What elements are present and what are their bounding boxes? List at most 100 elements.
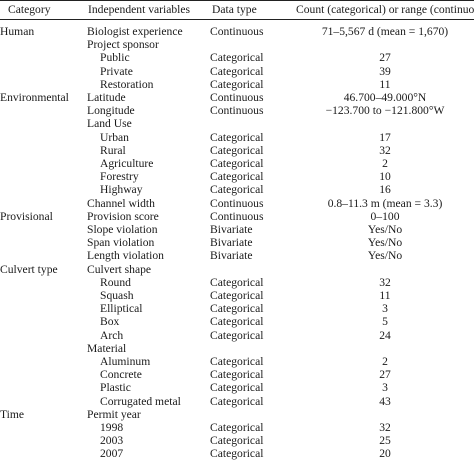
table-row: Time Permit year xyxy=(0,408,474,421)
cell-variable: 2003 xyxy=(100,434,124,448)
cell-count: 27 xyxy=(379,51,391,65)
cell-count: Yes/No xyxy=(367,249,403,263)
cell-count: 0–100 xyxy=(370,209,400,223)
cell-count: 27 xyxy=(379,368,391,382)
cell-variable: Elliptical xyxy=(100,302,143,316)
cell-variable: Forestry xyxy=(100,170,139,184)
cell-variable: Restoration xyxy=(100,77,154,91)
cell-variable: Span violation xyxy=(87,236,155,250)
cell-data-type: Categorical xyxy=(210,315,264,329)
table-row: Private Categorical 39 xyxy=(0,65,474,78)
cell-variable: Agriculture xyxy=(100,157,154,170)
cell-data-type: Categorical xyxy=(210,381,264,395)
cell-variable: 1998 xyxy=(100,421,124,434)
table-row: 2007 Categorical 20 xyxy=(0,447,474,460)
cell-count: 2 xyxy=(382,355,388,368)
cell-data-type: Categorical xyxy=(210,170,264,184)
cell-count: 20 xyxy=(379,447,391,460)
cell-variable: Land Use xyxy=(87,117,132,131)
table-row: Land Use xyxy=(0,117,474,130)
cell-count: 11 xyxy=(379,77,391,91)
cell-count: 3 xyxy=(382,302,388,316)
table-row: Corrugated metal Categorical 43 xyxy=(0,395,474,408)
cell-data-type: Categorical xyxy=(210,51,264,65)
cell-data-type: Continuous xyxy=(210,91,264,104)
cell-data-type: Continuous xyxy=(210,25,264,38)
cell-variable: Aluminum xyxy=(100,355,151,368)
cell-count: 32 xyxy=(379,275,391,289)
cell-variable: Material xyxy=(87,341,127,355)
cell-data-type: Categorical xyxy=(210,434,264,448)
cell-count: 46.700–49.000°N xyxy=(343,91,427,104)
table-row: Provisional Provision score Continuous 0–10… xyxy=(0,210,474,223)
cell-data-type: Categorical xyxy=(210,368,264,382)
header-count: Count (categorical) or range (continuous… xyxy=(296,3,474,16)
table-row: Arch Categorical 24 xyxy=(0,329,474,342)
cell-count: −123.700 to −121.800°W xyxy=(325,104,445,118)
cell-data-type: Bivariate xyxy=(210,249,253,263)
table-row: Longitude Continuous −123.700 to −121.800°… xyxy=(0,104,474,117)
cell-data-type: Continuous xyxy=(210,196,264,210)
table-row: Culvert type Culvert shape xyxy=(0,263,474,276)
cell-variable: 2007 xyxy=(100,447,124,460)
table-row: Concrete Categorical 27 xyxy=(0,368,474,381)
cell-variable: Squash xyxy=(100,289,134,302)
cell-data-type: Categorical xyxy=(210,157,264,170)
cell-category: Provisional xyxy=(0,209,53,223)
header-variable: Independent variables xyxy=(88,3,191,16)
cell-variable: Corrugated metal xyxy=(100,394,181,408)
cell-count: Yes/No xyxy=(367,236,403,250)
cell-variable: Concrete xyxy=(100,368,142,382)
table-row: Length violation Bivariate Yes/No xyxy=(0,249,474,262)
cell-count: 71–5,567 d (mean = 1,670) xyxy=(321,25,449,38)
table-row: Squash Categorical 11 xyxy=(0,289,474,302)
cell-data-type: Categorical xyxy=(210,64,264,78)
table-row: Human Biologist experience Continuous 71–5,… xyxy=(0,25,474,38)
cell-count: 17 xyxy=(379,130,391,144)
cell-variable: Round xyxy=(100,275,131,289)
cell-data-type: Bivariate xyxy=(210,223,253,236)
cell-data-type: Categorical xyxy=(210,302,264,316)
table-row: Agriculture Categorical 2 xyxy=(0,157,474,170)
cell-variable: Biologist experience xyxy=(87,25,183,38)
table-row: Box Categorical 5 xyxy=(0,315,474,328)
cell-count: 39 xyxy=(379,64,391,78)
table-row: Plastic Categorical 3 xyxy=(0,381,474,394)
cell-count: 16 xyxy=(379,183,391,197)
table-row: Rural Categorical 32 xyxy=(0,144,474,157)
cell-count: 2 xyxy=(382,157,388,170)
cell-category: Culvert type xyxy=(0,262,58,276)
cell-data-type: Categorical xyxy=(210,143,264,157)
cell-variable: Private xyxy=(100,64,133,78)
cell-count: 32 xyxy=(379,143,391,157)
cell-variable: Box xyxy=(100,315,120,329)
table-row: Slope violation Bivariate Yes/No xyxy=(0,223,474,236)
cell-data-type: Categorical xyxy=(210,328,264,342)
cell-count: 11 xyxy=(379,289,391,302)
cell-variable: Public xyxy=(100,51,130,65)
cell-variable: Project sponsor xyxy=(87,38,159,52)
cell-count: 43 xyxy=(379,394,391,408)
cell-category: Human xyxy=(0,25,35,38)
table-row: Channel width Continuous 0.8–11.3 m (mean … xyxy=(0,197,474,210)
cell-data-type: Categorical xyxy=(210,394,264,408)
table-row: Highway Categorical 16 xyxy=(0,183,474,196)
table-row: Forestry Categorical 10 xyxy=(0,170,474,183)
cell-count: 0.8–11.3 m (mean = 3.3) xyxy=(327,196,443,210)
table-row: Public Categorical 27 xyxy=(0,51,474,64)
cell-variable: Plastic xyxy=(100,381,131,395)
cell-category: Time xyxy=(0,407,25,421)
cell-data-type: Categorical xyxy=(210,421,264,434)
cell-variable: Longitude xyxy=(87,104,135,118)
header-rule xyxy=(0,19,474,20)
cell-data-type: Continuous xyxy=(210,209,264,223)
cell-variable: Highway xyxy=(100,183,143,197)
table-row: Restoration Categorical 11 xyxy=(0,78,474,91)
cell-data-type: Categorical xyxy=(210,355,264,368)
table-row: 1998 Categorical 32 xyxy=(0,421,474,434)
cell-count: 10 xyxy=(379,170,391,184)
cell-category: Environmental xyxy=(0,91,69,104)
cell-data-type: Categorical xyxy=(210,275,264,289)
top-rule xyxy=(0,0,474,1)
cell-variable: Arch xyxy=(100,328,124,342)
